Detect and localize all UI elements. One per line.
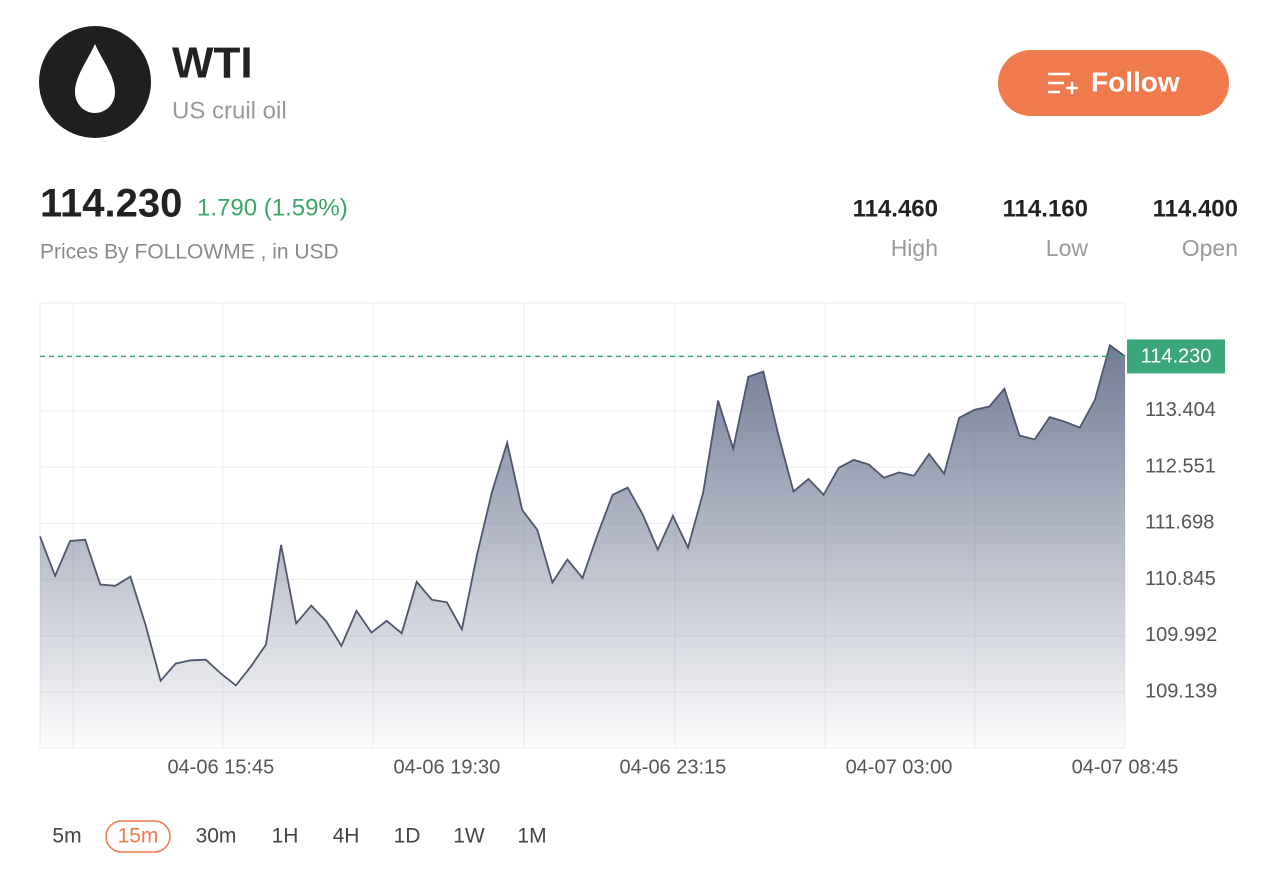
timeframe-label: 5m xyxy=(52,825,81,848)
timeframe-label: 1H xyxy=(272,825,299,848)
y-tick-label: 109.992 xyxy=(1145,624,1217,646)
timeframe-button[interactable]: 1D xyxy=(394,825,421,848)
y-tick-label: 112.551 xyxy=(1145,455,1216,477)
area-fill xyxy=(40,345,1125,748)
stat-label: Open xyxy=(1182,235,1238,261)
timeframe-button[interactable]: 4H xyxy=(333,825,360,848)
stat-label: High xyxy=(891,235,938,261)
y-tick-label: 110.845 xyxy=(1145,568,1216,590)
y-tick-label: 109.139 xyxy=(1145,680,1217,702)
timeframe-label: 1W xyxy=(453,825,485,848)
stat-value: 114.160 xyxy=(1003,195,1088,222)
follow-bg xyxy=(998,50,1229,116)
y-tick-label: 111.698 xyxy=(1145,512,1214,534)
timeframes: 5m 15m 30m 1H 4H 1D 1W 1M xyxy=(52,820,547,853)
timeframe-label: 15m xyxy=(118,825,159,848)
timeframe-button[interactable]: 15m xyxy=(105,820,171,853)
timeframe-label: 1M xyxy=(517,825,546,848)
price-change: 1.790 (1.59%) xyxy=(197,194,348,221)
price: 114.230 xyxy=(40,182,182,226)
price-line xyxy=(39,343,1126,687)
symbol-name: US cruil oil xyxy=(172,97,287,124)
timeframe-button[interactable]: 1M xyxy=(517,825,546,848)
timeframe-label: 4H xyxy=(333,825,360,848)
timeframe-button[interactable]: 1H xyxy=(272,825,299,848)
stat-label: Low xyxy=(1046,235,1089,261)
stat-value: 114.400 xyxy=(1153,195,1238,222)
stats: 114.460 High 114.160 Low 114.400 Open xyxy=(853,195,1238,261)
timeframe-label: 30m xyxy=(196,825,237,848)
x-tick-label: 04-06 15:45 xyxy=(167,756,274,778)
last-price-label: 114.230 xyxy=(1141,346,1212,368)
last-price-badge xyxy=(1127,339,1225,374)
timeframe-label: 1D xyxy=(394,825,421,848)
follow-icon xyxy=(1048,72,1078,94)
timeframe-button[interactable]: 1W xyxy=(453,825,485,848)
x-tick-label: 04-07 08:45 xyxy=(1072,756,1179,778)
timeframe-button[interactable]: 30m xyxy=(196,825,237,848)
stat-value: 114.460 xyxy=(853,195,938,222)
x-tick-label: 04-06 19:30 xyxy=(393,756,500,778)
price-source: Prices By FOLLOWME , in USD xyxy=(40,241,339,264)
drop-glyph xyxy=(75,44,115,113)
x-tick-label: 04-07 03:00 xyxy=(846,756,953,778)
chart: 109.139 109.992 110.845 111.698 112.551 113.4… xyxy=(39,302,1225,778)
symbol: WTI xyxy=(172,39,253,88)
follow-button[interactable]: Follow xyxy=(998,50,1229,116)
x-tick-label: 04-06 23:15 xyxy=(620,756,727,778)
timeframe-active-outline xyxy=(105,820,171,853)
timeframe-button[interactable]: 5m xyxy=(52,825,81,848)
y-tick-label: 113.404 xyxy=(1145,399,1216,421)
follow-label: Follow xyxy=(1091,66,1180,97)
